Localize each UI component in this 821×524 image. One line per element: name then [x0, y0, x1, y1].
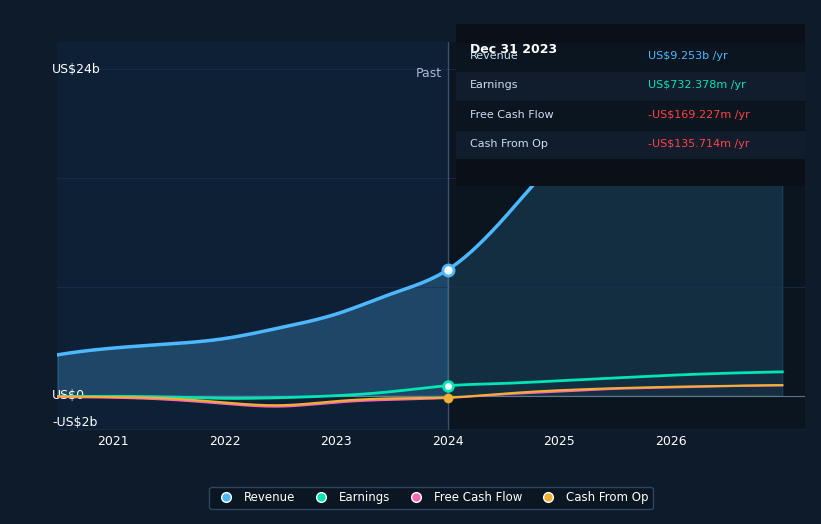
- Bar: [456, 43, 805, 71]
- Bar: [456, 72, 805, 100]
- Bar: [57, 42, 447, 430]
- Text: Dec 31 2023: Dec 31 2023: [470, 43, 557, 56]
- Text: US$0: US$0: [52, 389, 85, 402]
- Text: Past: Past: [416, 67, 443, 80]
- Text: US$732.378m /yr: US$732.378m /yr: [648, 80, 745, 90]
- Text: Free Cash Flow: Free Cash Flow: [470, 110, 553, 119]
- Text: -US$135.714m /yr: -US$135.714m /yr: [648, 139, 749, 149]
- Text: Earnings: Earnings: [470, 80, 518, 90]
- Bar: [456, 102, 805, 129]
- Text: -US$2b: -US$2b: [52, 417, 97, 429]
- Text: US$9.253b /yr: US$9.253b /yr: [648, 51, 727, 61]
- Text: Revenue: Revenue: [470, 51, 518, 61]
- Text: -US$169.227m /yr: -US$169.227m /yr: [648, 110, 750, 119]
- Legend: Revenue, Earnings, Free Cash Flow, Cash From Op: Revenue, Earnings, Free Cash Flow, Cash …: [209, 487, 653, 509]
- Bar: [447, 42, 805, 430]
- Text: Cash From Op: Cash From Op: [470, 139, 548, 149]
- Bar: [456, 131, 805, 158]
- Text: US$24b: US$24b: [52, 63, 101, 75]
- Text: Analysts Forecasts: Analysts Forecasts: [456, 67, 573, 80]
